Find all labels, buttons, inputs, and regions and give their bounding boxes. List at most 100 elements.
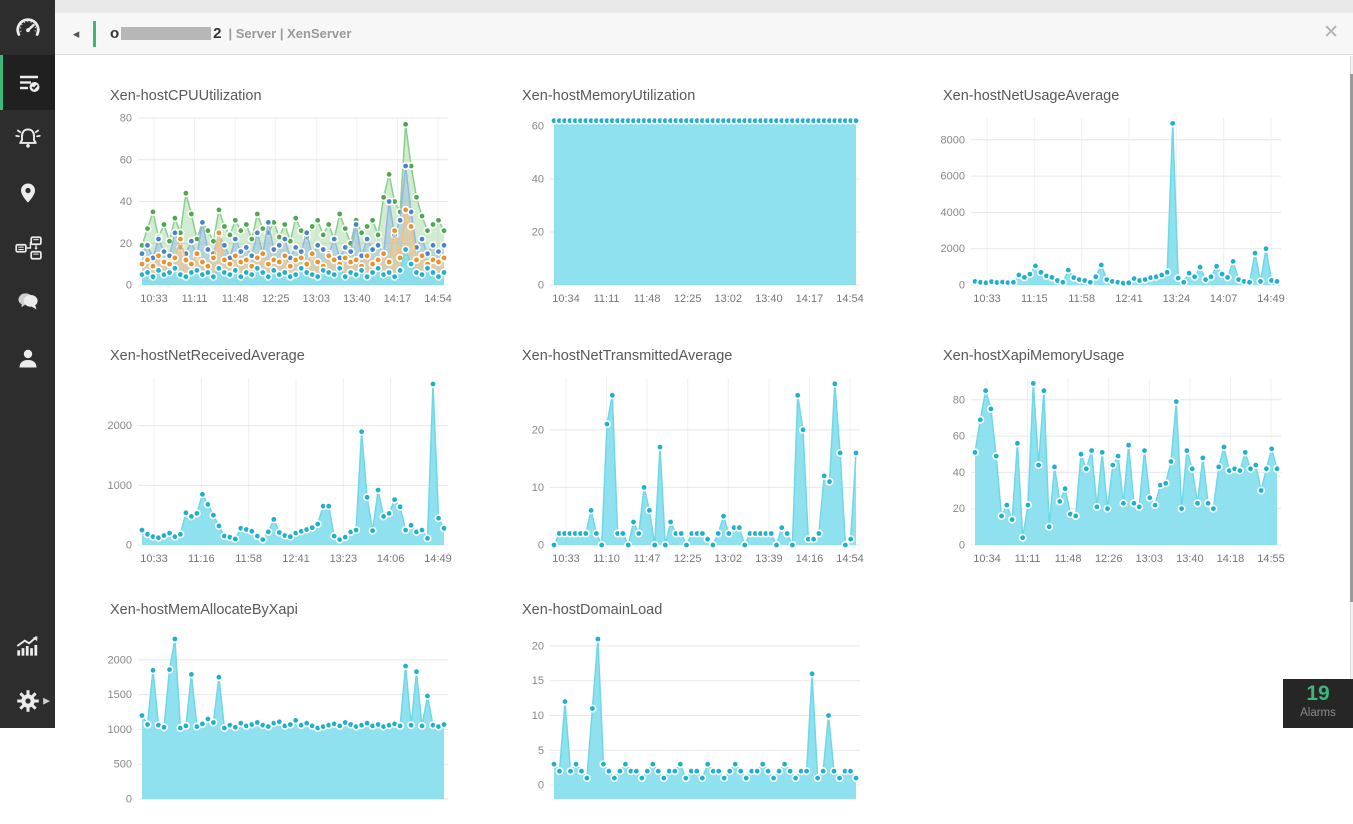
svg-text:80: 80	[953, 394, 965, 406]
svg-text:60: 60	[953, 431, 965, 443]
svg-text:14:06: 14:06	[377, 553, 405, 565]
svg-text:40: 40	[532, 173, 544, 185]
gauge-icon	[13, 14, 43, 42]
svg-text:14:54: 14:54	[424, 293, 452, 305]
svg-text:20: 20	[953, 503, 965, 515]
svg-text:0: 0	[959, 540, 965, 552]
svg-text:0: 0	[959, 280, 965, 292]
chart-title: Xen-hostNetReceivedAverage	[100, 348, 455, 370]
svg-text:12:25: 12:25	[674, 553, 702, 565]
svg-text:10:33: 10:33	[140, 553, 168, 565]
chart-panel: Xen-hostXapiMemoryUsage 10:34 11:11 11:48 1…	[933, 348, 1288, 570]
sidebar-spacer	[0, 385, 55, 618]
close-button[interactable]: ✕	[1323, 21, 1339, 44]
svg-text:0: 0	[126, 280, 132, 292]
svg-text:80: 80	[120, 113, 132, 125]
map-pin-icon	[15, 179, 41, 207]
alarms-badge[interactable]: 19 Alarms	[1283, 679, 1353, 728]
svg-text:11:47: 11:47	[634, 553, 661, 565]
svg-text:11:10: 11:10	[593, 553, 620, 565]
svg-text:13:02: 13:02	[715, 293, 743, 305]
svg-text:11:48: 11:48	[1055, 553, 1082, 565]
svg-text:11:15: 11:15	[1021, 293, 1048, 305]
svg-text:10: 10	[532, 710, 544, 722]
svg-text:1500: 1500	[108, 689, 132, 701]
sidebar-item-topology[interactable]	[0, 220, 55, 275]
svg-text:14:07: 14:07	[1210, 293, 1238, 305]
svg-text:14:55: 14:55	[1257, 553, 1285, 565]
svg-text:15: 15	[532, 675, 544, 687]
svg-text:0: 0	[126, 540, 132, 552]
svg-text:10:33: 10:33	[973, 293, 1001, 305]
svg-text:13:03: 13:03	[303, 293, 331, 305]
svg-text:2000: 2000	[108, 420, 132, 432]
svg-text:1000: 1000	[108, 480, 132, 492]
svg-text:14:49: 14:49	[424, 553, 452, 565]
svg-text:0: 0	[126, 794, 132, 806]
chart-title: Xen-hostXapiMemoryUsage	[933, 348, 1288, 370]
chart-title: Xen-hostMemoryUtilization	[512, 88, 867, 110]
svg-text:10: 10	[532, 482, 544, 494]
gear-icon	[14, 687, 42, 715]
sidebar-item-reports[interactable]	[0, 618, 55, 673]
svg-text:10:33: 10:33	[140, 293, 168, 305]
svg-text:500: 500	[114, 759, 132, 771]
alarm-count: 19	[1283, 681, 1353, 707]
svg-text:13:39: 13:39	[755, 553, 783, 565]
svg-text:14:17: 14:17	[384, 293, 412, 305]
back-button[interactable]: ◂	[67, 26, 85, 42]
svg-text:13:24: 13:24	[1163, 293, 1191, 305]
sidebar-item-chat[interactable]	[0, 275, 55, 330]
svg-text:0: 0	[538, 780, 544, 792]
svg-text:20: 20	[532, 424, 544, 436]
svg-text:12:41: 12:41	[1115, 293, 1143, 305]
svg-text:4000: 4000	[941, 207, 965, 219]
svg-text:11:11: 11:11	[1015, 553, 1041, 565]
svg-text:60: 60	[532, 120, 544, 132]
svg-text:20: 20	[532, 640, 544, 652]
svg-text:12:25: 12:25	[262, 293, 290, 305]
sidebar-item-maps[interactable]	[0, 165, 55, 220]
svg-text:13:02: 13:02	[715, 553, 743, 565]
svg-text:10:34: 10:34	[552, 293, 580, 305]
sidebar-item-dashboard[interactable]	[0, 0, 55, 55]
chart-title: Xen-hostDomainLoad	[512, 602, 867, 624]
svg-text:11:48: 11:48	[222, 293, 249, 305]
svg-text:8000: 8000	[941, 134, 965, 146]
svg-text:11:58: 11:58	[235, 553, 262, 565]
sidebar-item-alarms[interactable]	[0, 110, 55, 165]
svg-text:14:49: 14:49	[1257, 293, 1285, 305]
alarm-label: Alarms	[1283, 707, 1353, 720]
svg-text:13:03: 13:03	[1136, 553, 1164, 565]
svg-text:60: 60	[120, 154, 132, 166]
bell-icon	[13, 124, 43, 152]
svg-text:14:17: 14:17	[796, 293, 824, 305]
chart-title: Xen-hostNetTransmittedAverage	[512, 348, 867, 370]
svg-text:10:34: 10:34	[973, 553, 1001, 565]
sidebar-item-users[interactable]	[0, 330, 55, 385]
svg-text:2000: 2000	[108, 654, 132, 666]
sidebar-item-inventory[interactable]	[0, 55, 55, 110]
svg-text:14:54: 14:54	[836, 553, 864, 565]
sidebar: ▶	[0, 0, 55, 728]
svg-text:13:23: 13:23	[330, 553, 358, 565]
redacted-text	[121, 27, 211, 40]
chart-arrow-icon	[13, 632, 43, 660]
chart-title: Xen-hostMemAllocateByXapi	[100, 602, 455, 624]
svg-text:11:11: 11:11	[594, 293, 620, 305]
page-title: o 2 | Server | XenServer	[110, 25, 351, 42]
svg-text:0: 0	[538, 280, 544, 292]
sidebar-item-settings[interactable]: ▶	[0, 673, 55, 728]
chat-icon	[13, 290, 43, 316]
